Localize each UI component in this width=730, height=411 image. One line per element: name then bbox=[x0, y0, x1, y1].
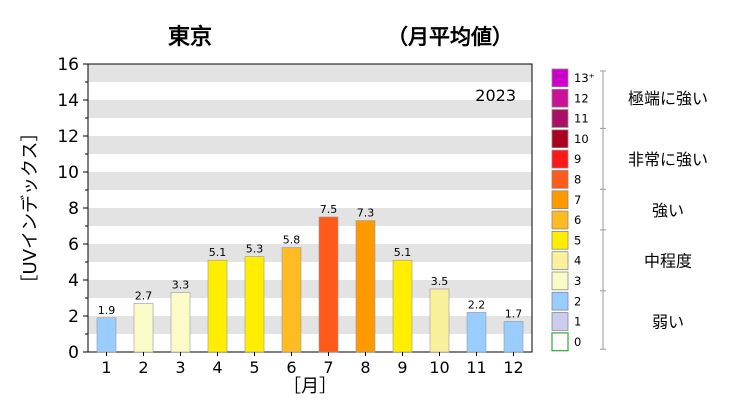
data-label: 5.1 bbox=[394, 246, 412, 259]
grid-band bbox=[88, 136, 532, 154]
legend-swatch bbox=[551, 210, 569, 230]
x-tick-label: 8 bbox=[360, 358, 370, 377]
legend-label: 9 bbox=[574, 152, 581, 166]
grid-band bbox=[88, 316, 532, 334]
bar-series: 1.9 2.7 3.3 5.1 5.3 5.8 7.5 7.3 5.1 3.5 2.2 1.7 bbox=[96, 203, 524, 353]
y-tick-label: 8 bbox=[68, 199, 79, 219]
data-label: 2.7 bbox=[135, 289, 153, 302]
legend-swatch bbox=[551, 109, 569, 128]
x-tick-label: 4 bbox=[212, 358, 222, 377]
x-tick-label: 1 bbox=[101, 358, 111, 377]
bar-9 bbox=[392, 259, 413, 353]
y-tick-label: 4 bbox=[68, 271, 79, 291]
legend-label: 0 bbox=[574, 335, 581, 349]
legend-swatch bbox=[551, 149, 569, 169]
bar-11 bbox=[466, 312, 487, 353]
legend-label: 3 bbox=[574, 274, 581, 288]
legend-label: 2 bbox=[574, 294, 581, 308]
legend-category-label: 中程度 bbox=[644, 252, 692, 271]
data-label: 5.8 bbox=[283, 234, 301, 247]
legend-category-label: 強い bbox=[652, 201, 684, 220]
x-tick-label: 12 bbox=[503, 358, 523, 377]
legend-swatch bbox=[551, 230, 569, 250]
x-axis-label: ［月］ bbox=[283, 376, 337, 397]
legend-label: 1 bbox=[574, 315, 581, 329]
legend-swatch bbox=[551, 271, 569, 291]
bar-4 bbox=[207, 259, 228, 353]
bar-12 bbox=[503, 321, 524, 353]
legend-swatch bbox=[551, 129, 569, 149]
grid-band bbox=[88, 208, 532, 226]
x-tick-label: 9 bbox=[397, 358, 407, 377]
legend-category-label: 非常に強い bbox=[628, 150, 708, 169]
legend-swatch bbox=[551, 332, 569, 352]
y-axis: 0 2 4 6 8 10 12 14 16 bbox=[57, 55, 88, 363]
y-tick-label: 14 bbox=[57, 91, 79, 111]
bar-3 bbox=[170, 292, 191, 353]
city-title: 東京 bbox=[168, 24, 212, 50]
data-label: 7.5 bbox=[320, 203, 338, 216]
legend-label: 8 bbox=[574, 173, 581, 187]
legend-swatch bbox=[551, 291, 569, 311]
y-axis-label: ［UVインデックス］ bbox=[20, 124, 41, 293]
y-tick-label: 2 bbox=[68, 307, 79, 327]
legend-label: 12 bbox=[574, 91, 589, 105]
bar-6 bbox=[281, 247, 302, 353]
data-label: 3.5 bbox=[431, 275, 449, 288]
legend-swatch bbox=[551, 251, 569, 270]
legend-label: 7 bbox=[574, 193, 581, 207]
y-tick-label: 12 bbox=[57, 127, 79, 147]
legend-label: 5 bbox=[574, 233, 581, 247]
legend-category-label: 弱い bbox=[652, 313, 684, 332]
y-tick-label: 6 bbox=[68, 235, 79, 255]
bar-10 bbox=[429, 288, 450, 353]
data-label: 1.9 bbox=[98, 304, 116, 317]
x-tick-label: 10 bbox=[429, 358, 449, 377]
x-axis: 1 2 3 4 5 6 7 8 9 10 11 12 bbox=[101, 352, 524, 377]
grid-band bbox=[88, 64, 532, 82]
bar-7 bbox=[318, 216, 339, 353]
legend-category-label: 極端に強い bbox=[628, 89, 708, 108]
year-label: 2023 bbox=[475, 86, 516, 105]
bar-1 bbox=[96, 317, 117, 353]
grid-band bbox=[88, 244, 532, 262]
x-tick-label: 7 bbox=[323, 358, 333, 377]
data-label: 3.3 bbox=[172, 279, 190, 292]
x-tick-label: 6 bbox=[286, 358, 296, 377]
legend-label: 11 bbox=[574, 112, 589, 126]
data-label: 5.3 bbox=[246, 243, 264, 256]
legend-swatch bbox=[551, 88, 569, 108]
chart-subtitle: （月平均値） bbox=[387, 25, 513, 49]
legend-swatch bbox=[551, 170, 569, 189]
data-label: 7.3 bbox=[357, 207, 375, 220]
x-tick-label: 11 bbox=[466, 358, 486, 377]
legend-label: 6 bbox=[574, 213, 581, 227]
legend-label: 10 bbox=[574, 132, 589, 146]
legend-swatch bbox=[551, 190, 569, 210]
bar-2 bbox=[133, 303, 154, 353]
data-label: 2.2 bbox=[468, 298, 486, 311]
x-tick-label: 3 bbox=[175, 358, 185, 377]
legend-swatch bbox=[551, 68, 569, 88]
y-tick-label: 10 bbox=[57, 163, 79, 183]
data-label: 1.7 bbox=[505, 307, 523, 320]
x-tick-label: 5 bbox=[249, 358, 259, 377]
bar-8 bbox=[355, 220, 376, 353]
legend-label: 4 bbox=[574, 254, 581, 268]
y-tick-label: 0 bbox=[68, 343, 79, 363]
grid-band bbox=[88, 100, 532, 118]
grid-bands bbox=[88, 64, 532, 352]
grid-band bbox=[88, 172, 532, 190]
legend-swatch bbox=[551, 312, 569, 331]
legend-label: 13⁺ bbox=[574, 71, 595, 85]
grid-band bbox=[88, 280, 532, 298]
x-tick-label: 2 bbox=[138, 358, 148, 377]
y-tick-label: 16 bbox=[57, 55, 79, 75]
bar-5 bbox=[244, 256, 265, 353]
data-label: 5.1 bbox=[209, 246, 227, 259]
